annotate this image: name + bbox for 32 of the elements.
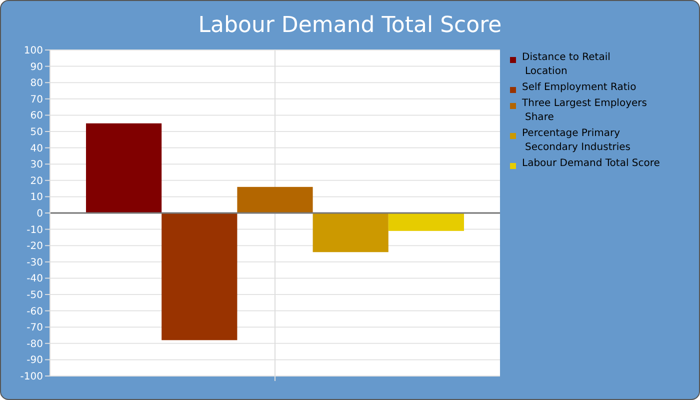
y-tick-label: -60 — [26, 306, 43, 318]
chart-title: Labour Demand Total Score — [198, 13, 502, 38]
y-tick-label: 80 — [30, 78, 43, 90]
legend-label: Distance to Retail Location — [522, 52, 610, 77]
y-tick-label: 50 — [30, 127, 43, 138]
bar — [312, 213, 388, 252]
y-tick-label: -30 — [26, 257, 43, 268]
y-tick-label: 30 — [30, 160, 43, 171]
y-tick-label: -40 — [26, 274, 43, 285]
y-tick-label: 70 — [30, 94, 43, 106]
y-tick-label: -20 — [26, 241, 43, 252]
y-tick-label: 60 — [30, 110, 43, 122]
y-tick-label: 40 — [30, 143, 43, 154]
legend-label: Self Employment Ratio — [522, 82, 636, 93]
bar — [86, 123, 162, 213]
y-tick-label: -70 — [26, 322, 43, 334]
y-tick-label: -10 — [26, 224, 43, 236]
y-tick-label: 10 — [30, 192, 43, 204]
y-tick-label: 0 — [36, 208, 43, 220]
legend-label: Three Largest Employers Share — [521, 98, 647, 123]
y-tick-label: -80 — [26, 338, 43, 350]
y-tick-label: -90 — [26, 355, 43, 366]
bar — [237, 186, 313, 213]
legend-label: Labour Demand Total Score — [522, 158, 660, 169]
y-tick-label: -100 — [20, 372, 43, 382]
bar — [388, 213, 464, 231]
y-tick-label: 100 — [24, 46, 43, 56]
y-tick-label: 90 — [30, 62, 43, 73]
legend-label: Percentage Primary Secondary Industries — [522, 128, 630, 153]
y-tick-label: -50 — [26, 290, 43, 301]
bar — [162, 213, 238, 340]
y-tick-label: 20 — [30, 176, 43, 187]
